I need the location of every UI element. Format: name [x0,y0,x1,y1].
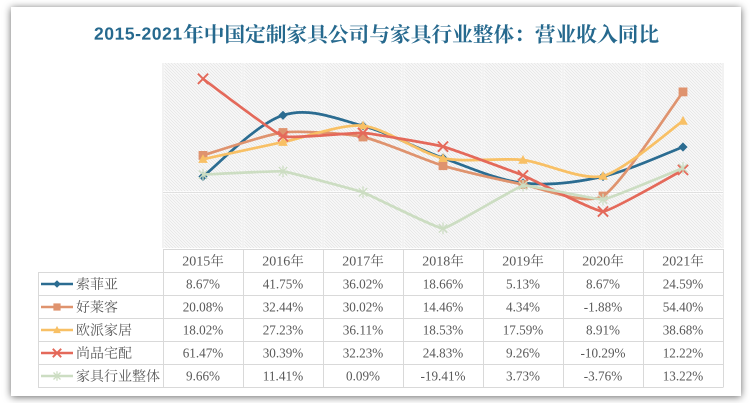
svg-text:18.53%: 18.53% [423,324,464,339]
svg-text:61.47%: 61.47% [183,347,224,362]
svg-text:32.23%: 32.23% [343,347,384,362]
svg-text:3.73%: 3.73% [506,370,540,385]
svg-text:2019: 2019 [502,255,530,270]
svg-text:20.08%: 20.08% [183,301,224,316]
svg-text:2020: 2020 [582,255,610,270]
svg-text:41.75%: 41.75% [263,278,304,293]
svg-text:9.26%: 9.26% [506,347,540,362]
svg-text:-19.41%: -19.41% [421,370,466,385]
svg-text:24.59%: 24.59% [663,278,704,293]
svg-text:36.02%: 36.02% [343,278,384,293]
svg-text:18.02%: 18.02% [183,324,224,339]
svg-text:-10.29%: -10.29% [581,347,626,362]
svg-text:2016: 2016 [262,255,290,270]
svg-text:2017: 2017 [342,255,370,270]
svg-text:36.11%: 36.11% [343,324,384,339]
svg-text:54.40%: 54.40% [663,301,704,316]
svg-text:8.67%: 8.67% [186,278,220,293]
svg-text:30.02%: 30.02% [343,301,384,316]
svg-text:13.22%: 13.22% [663,370,704,385]
svg-text:-3.76%: -3.76% [584,370,623,385]
svg-text:2015: 2015 [182,255,210,270]
svg-text:0.09%: 0.09% [346,370,380,385]
svg-text:30.39%: 30.39% [263,347,304,362]
svg-text:8.91%: 8.91% [586,324,620,339]
svg-text:38.68%: 38.68% [663,324,704,339]
svg-text:24.83%: 24.83% [423,347,464,362]
svg-text:27.23%: 27.23% [263,324,304,339]
svg-text:14.46%: 14.46% [423,301,464,316]
svg-text:5.13%: 5.13% [506,278,540,293]
svg-text:9.66%: 9.66% [186,370,220,385]
svg-text:12.22%: 12.22% [663,347,704,362]
svg-text:11.41%: 11.41% [263,370,304,385]
svg-text:2021: 2021 [662,255,690,270]
svg-text:2018: 2018 [422,255,450,270]
svg-text:18.66%: 18.66% [423,278,464,293]
svg-text:32.44%: 32.44% [263,301,304,316]
svg-text:17.59%: 17.59% [503,324,544,339]
svg-text:8.67%: 8.67% [586,278,620,293]
svg-text:-1.88%: -1.88% [584,301,623,316]
svg-text:4.34%: 4.34% [506,301,540,316]
